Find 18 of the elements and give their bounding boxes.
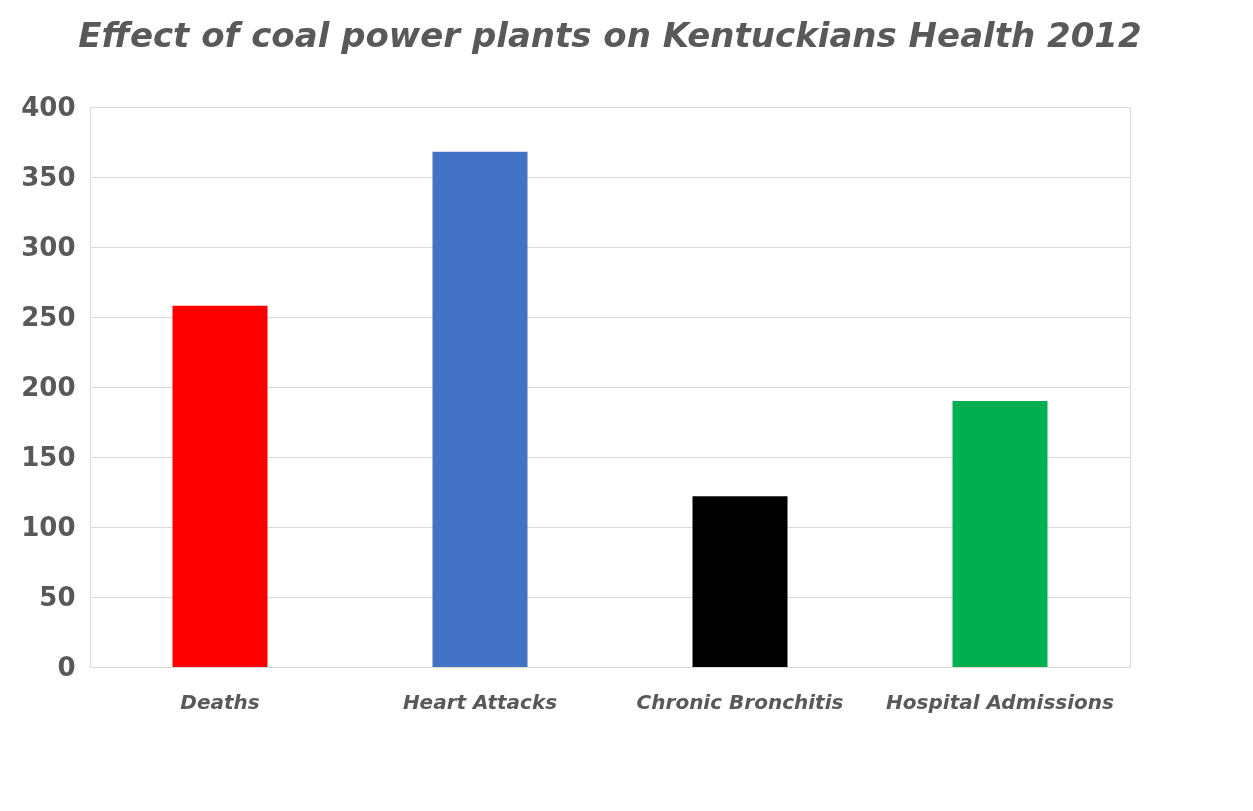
y-tick-label: 200 [21, 371, 76, 402]
y-tick-label: 400 [21, 91, 76, 122]
y-tick-label: 100 [21, 511, 76, 542]
bar [172, 305, 268, 667]
x-tick-label: Deaths [180, 689, 260, 714]
bar [432, 151, 528, 667]
y-tick-label: 300 [21, 231, 76, 262]
chart-title: Effect of coal power plants on Kentuckians Health 2012 [78, 15, 1142, 55]
y-tick-label: 150 [21, 441, 76, 472]
y-tick-label: 250 [21, 301, 76, 332]
y-tick-label: 50 [39, 581, 76, 612]
bar [692, 496, 788, 667]
bar [952, 401, 1048, 667]
y-tick-label: 350 [21, 161, 76, 192]
x-tick-label: Heart Attacks [402, 689, 558, 714]
y-tick-label: 0 [57, 651, 76, 682]
x-tick-label: Chronic Bronchitis [636, 689, 844, 714]
x-tick-label: Hospital Admissions [886, 689, 1115, 714]
